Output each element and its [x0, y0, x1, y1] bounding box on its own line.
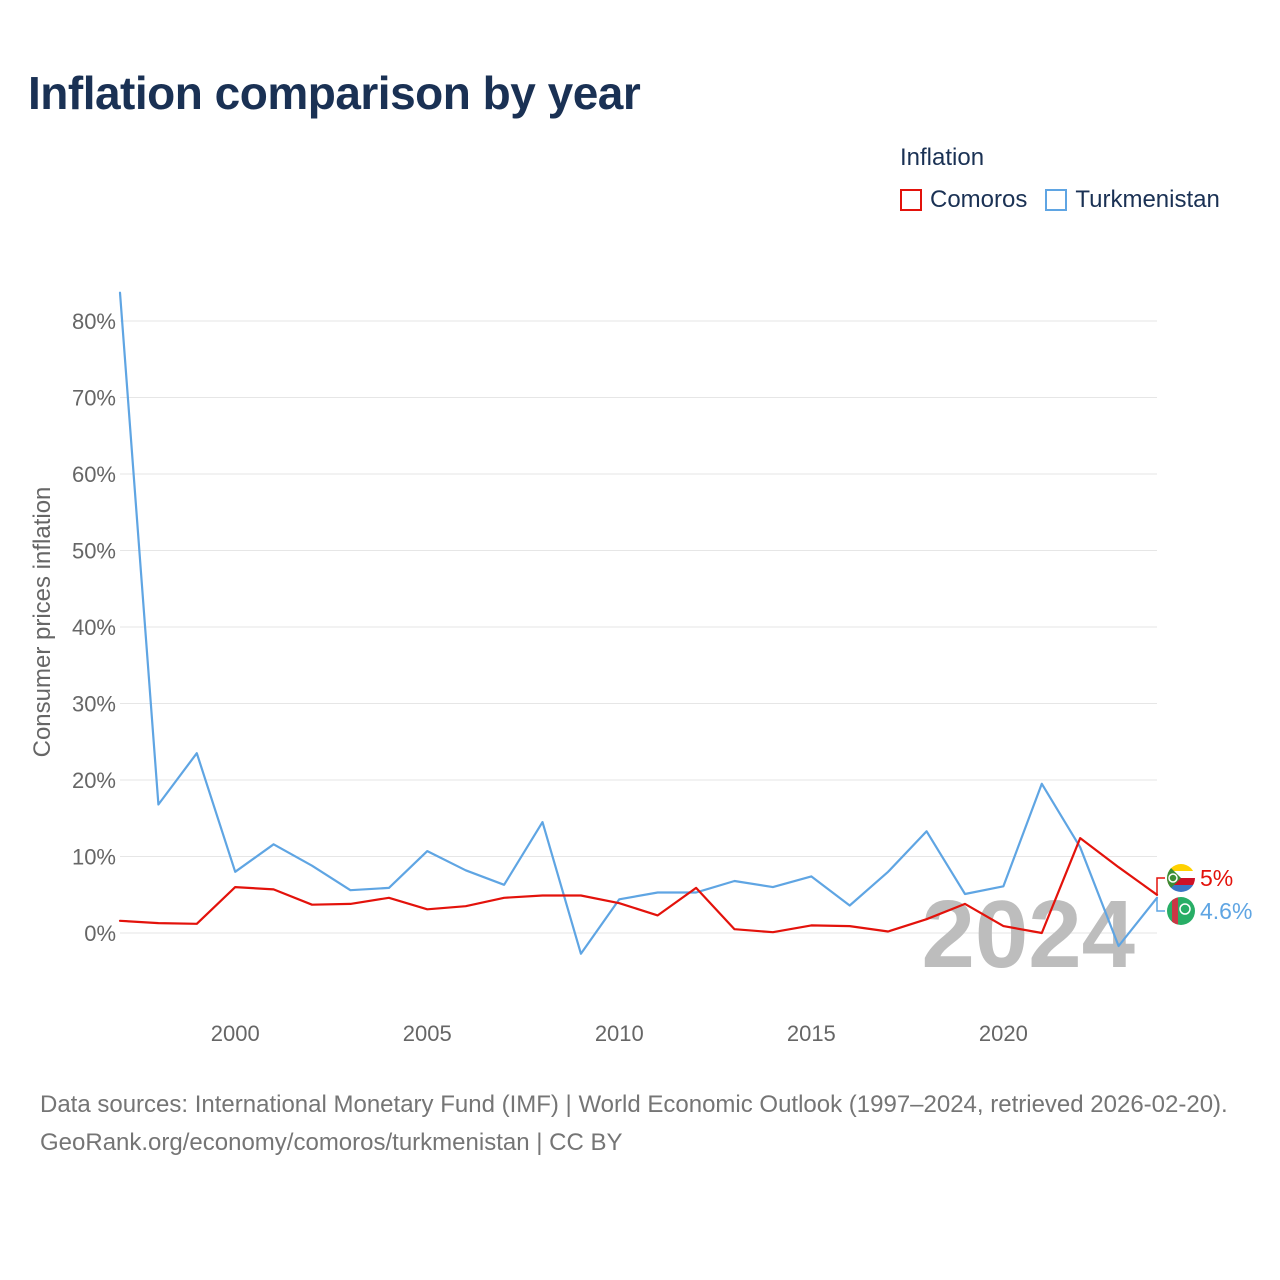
- year-watermark: 2024: [921, 881, 1135, 988]
- y-tick-label: 80%: [72, 309, 116, 334]
- grid-lines: [120, 320, 1157, 934]
- comoros-flag-icon: [1167, 864, 1195, 892]
- y-tick-label: 70%: [72, 386, 116, 411]
- legend-swatch-comoros: [900, 189, 922, 211]
- series-line-comoros: [118, 836, 1159, 935]
- y-tick-label: 10%: [72, 845, 116, 870]
- end-connector-turkmenistan: [1156, 897, 1165, 912]
- legend-swatch-turkmenistan: [1045, 189, 1068, 211]
- legend-title: Inflation: [900, 144, 985, 171]
- series-lines: [118, 291, 1159, 955]
- source-note: Data sources: International Monetary Fun…: [40, 1086, 1250, 1162]
- y-tick-label: 0%: [84, 921, 116, 946]
- end-labels: 5% 4.6%: [1156, 864, 1252, 925]
- end-connector-comoros: [1156, 877, 1165, 895]
- source-line-1: Data sources: International Monetary Fun…: [40, 1091, 1228, 1118]
- end-label-comoros: 5%: [1200, 865, 1233, 891]
- y-tick-label: 40%: [72, 615, 116, 640]
- legend-label-turkmenistan: Turkmenistan: [1075, 186, 1220, 213]
- y-axis-ticks: 0% 10% 20% 30% 40% 50% 60% 70% 80%: [72, 309, 116, 946]
- x-tick-label: 2015: [787, 1021, 836, 1046]
- legend-item-comoros[interactable]: Comoros: [900, 186, 1027, 214]
- legend: Inflation Comoros Turkmenistan: [900, 144, 1220, 214]
- source-line-2: GeoRank.org/economy/comoros/turkmenistan…: [40, 1129, 623, 1156]
- legend-label-comoros: Comoros: [930, 186, 1028, 213]
- y-tick-label: 30%: [72, 692, 116, 717]
- y-tick-label: 20%: [72, 768, 116, 793]
- y-tick-label: 60%: [72, 462, 116, 487]
- x-tick-label: 2020: [979, 1021, 1028, 1046]
- y-tick-label: 50%: [72, 539, 116, 564]
- end-label-turkmenistan: 4.6%: [1200, 898, 1252, 924]
- y-axis-title: Consumer prices inflation: [29, 487, 56, 758]
- turkmenistan-flag-icon: [1167, 897, 1195, 925]
- line-chart: 0%10%20%30%40%50%60%70%80% 2000 2005 2010 2…: [29, 291, 1252, 1046]
- x-axis-ticks: 2000 2005 2010 2015 2020: [211, 1021, 1028, 1046]
- series-line-turkmenistan: [118, 291, 1159, 955]
- x-tick-label: 2010: [595, 1021, 644, 1046]
- x-tick-label: 2000: [211, 1021, 260, 1046]
- x-tick-label: 2005: [403, 1021, 452, 1046]
- legend-item-turkmenistan[interactable]: Turkmenistan: [1045, 186, 1220, 214]
- chart-title: Inflation comparison by year: [28, 67, 641, 119]
